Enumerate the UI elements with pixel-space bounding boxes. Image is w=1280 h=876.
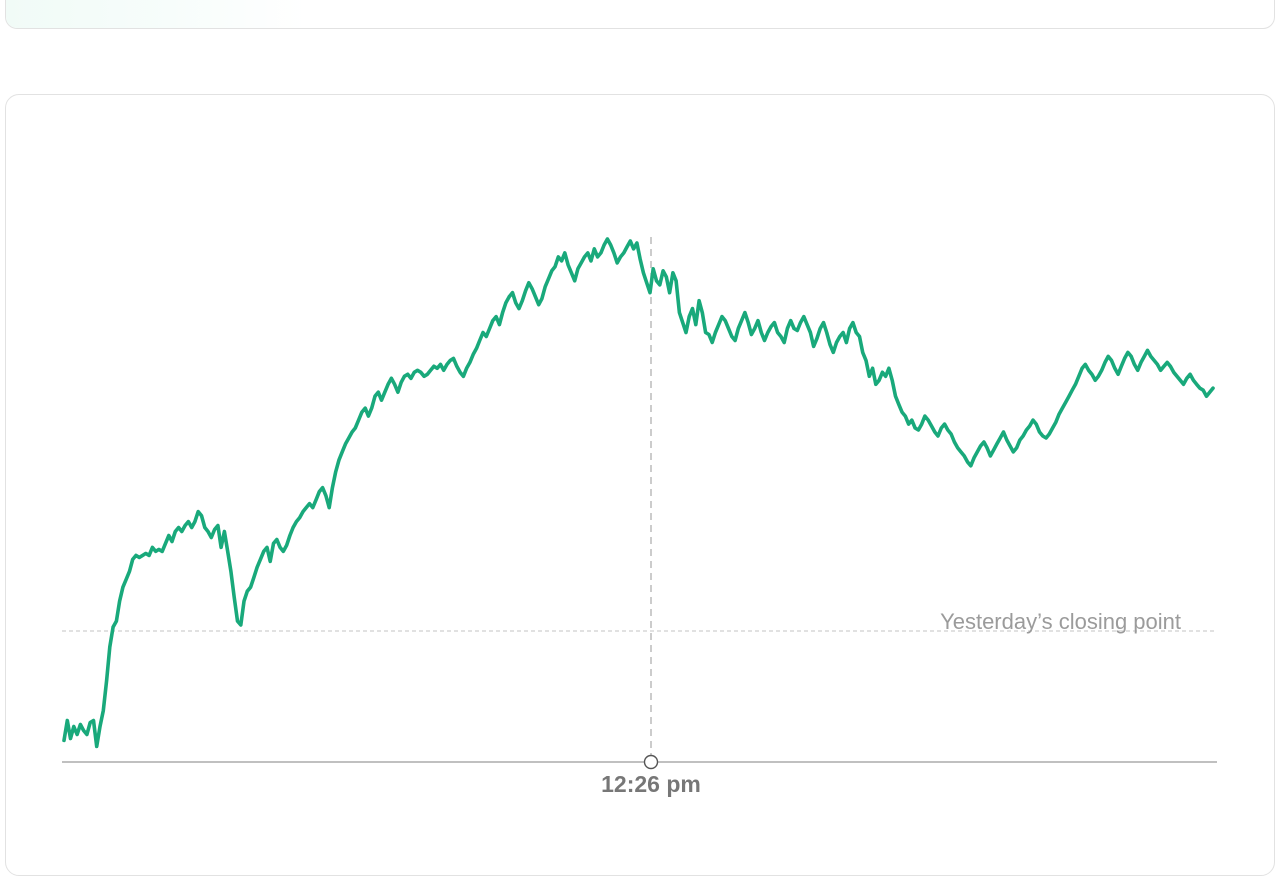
previous-card (5, 0, 1275, 29)
intraday-chart-card (5, 94, 1275, 876)
decorative-pattern (6, 0, 306, 28)
